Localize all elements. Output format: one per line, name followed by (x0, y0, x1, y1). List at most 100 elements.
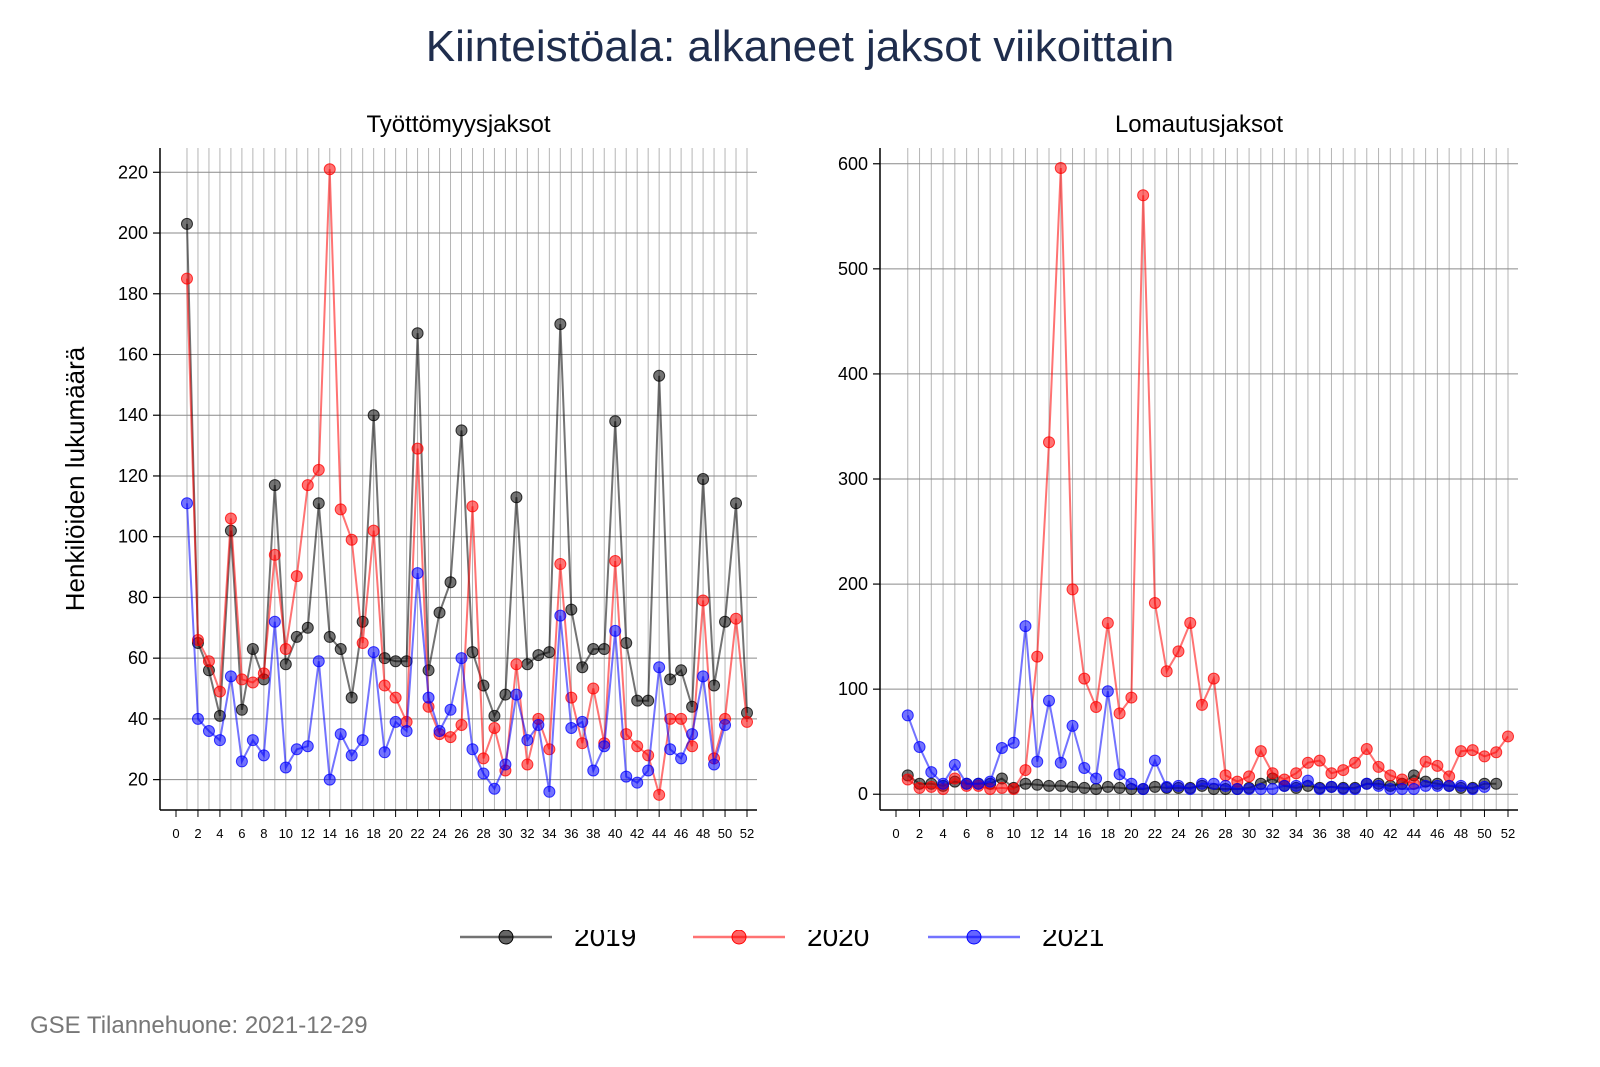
data-point-2019 (268, 479, 281, 492)
y-tick-label: 20 (128, 770, 148, 790)
data-point-2021 (1196, 777, 1208, 790)
data-point-2019 (719, 615, 732, 628)
data-point-2020 (213, 685, 226, 698)
data-point-2019 (180, 217, 193, 230)
data-point-2021 (1360, 777, 1373, 790)
data-point-2021 (180, 497, 193, 510)
data-point-2019 (631, 694, 644, 707)
data-point-2020 (334, 503, 347, 516)
data-point-2021 (433, 725, 446, 738)
x-tick-label: 36 (564, 826, 578, 841)
data-point-2020 (1219, 769, 1232, 782)
data-point-2021 (532, 718, 545, 731)
data-point-2021 (686, 728, 699, 741)
x-tick-label: 52 (740, 826, 754, 841)
data-point-2019 (444, 576, 457, 589)
data-point-2019 (521, 658, 534, 671)
data-point-2019 (312, 497, 325, 510)
data-point-2020 (521, 758, 534, 771)
data-point-2021 (1478, 780, 1491, 793)
x-tick-label: 48 (1454, 826, 1468, 841)
y-tick-label: 160 (118, 344, 148, 364)
data-point-2020 (1160, 665, 1173, 678)
x-tick-label: 26 (1195, 826, 1209, 841)
x-tick-label: 42 (630, 826, 644, 841)
data-point-2020 (1431, 759, 1444, 772)
data-point-2021 (587, 764, 600, 777)
x-tick-label: 44 (1407, 826, 1421, 841)
x-tick-label: 8 (987, 826, 994, 841)
x-tick-label: 44 (652, 826, 666, 841)
data-point-2019 (532, 649, 545, 662)
data-point-2020 (925, 780, 938, 793)
series-line-2019 (186, 223, 748, 719)
data-point-2020 (913, 781, 926, 794)
data-point-2021 (202, 725, 215, 738)
y-tick-label: 140 (118, 405, 148, 425)
data-point-2019 (367, 409, 380, 422)
panel-title: Lomautusjaksot (1115, 111, 1283, 138)
data-point-2021 (345, 749, 358, 762)
data-point-2019 (246, 643, 259, 656)
data-point-2021 (708, 758, 721, 771)
data-point-2021 (1172, 779, 1185, 792)
data-point-2021 (554, 609, 567, 622)
x-tick-label: 14 (1054, 826, 1068, 841)
source-footer: GSE Tilannehuone: 2021-12-29 (30, 1012, 368, 1039)
data-point-2019 (279, 658, 292, 671)
data-point-2021 (1313, 782, 1326, 795)
data-point-2020 (356, 636, 369, 649)
data-point-2020 (1290, 767, 1303, 780)
data-point-2020 (1007, 782, 1020, 795)
data-point-2020 (1137, 189, 1150, 202)
data-point-2020 (455, 718, 468, 731)
data-point-2020 (257, 667, 270, 680)
series-line-2021 (906, 625, 1485, 791)
x-tick-label: 40 (1360, 826, 1374, 841)
data-point-2019 (576, 661, 589, 674)
data-point-2020 (411, 442, 424, 455)
data-point-2019 (554, 318, 567, 331)
data-point-2021 (257, 749, 270, 762)
data-point-2020 (1478, 750, 1491, 763)
legend-marker (731, 930, 747, 945)
data-point-2020 (279, 643, 292, 656)
data-point-2019 (510, 491, 523, 504)
data-point-2021 (1278, 779, 1291, 792)
data-point-2020 (1372, 760, 1385, 773)
data-point-2019 (1054, 779, 1067, 792)
data-point-2021 (213, 734, 226, 747)
data-point-2021 (1148, 754, 1161, 767)
y-tick-label: 80 (128, 587, 148, 607)
data-point-2020 (301, 479, 314, 492)
x-tick-label: 2 (194, 826, 201, 841)
data-point-2020 (901, 773, 914, 786)
x-tick-label: 0 (892, 826, 899, 841)
data-point-2021 (1349, 782, 1361, 795)
data-point-2021 (488, 782, 501, 795)
data-point-2021 (268, 615, 281, 628)
data-point-2021 (191, 712, 204, 725)
x-tick-label: 10 (1006, 826, 1020, 841)
x-tick-label: 18 (366, 826, 380, 841)
data-point-2020 (1125, 691, 1138, 704)
data-point-2019 (466, 646, 479, 659)
data-point-2021 (1466, 782, 1479, 795)
data-point-2020 (191, 633, 204, 646)
data-point-2020 (1019, 764, 1032, 777)
data-point-2020 (1490, 746, 1503, 759)
data-point-2020 (995, 781, 1008, 794)
x-tick-label: 30 (1242, 826, 1256, 841)
x-tick-label: 50 (718, 826, 732, 841)
x-tick-label: 28 (1218, 826, 1232, 841)
data-point-2021 (565, 722, 578, 735)
x-tick-label: 26 (454, 826, 468, 841)
data-point-2020 (1349, 756, 1361, 769)
x-tick-label: 6 (238, 826, 245, 841)
x-tick-label: 10 (279, 826, 293, 841)
data-point-2021 (235, 755, 248, 768)
data-point-2021 (925, 766, 938, 779)
data-point-2020 (730, 612, 743, 625)
data-point-2021 (1007, 736, 1020, 749)
